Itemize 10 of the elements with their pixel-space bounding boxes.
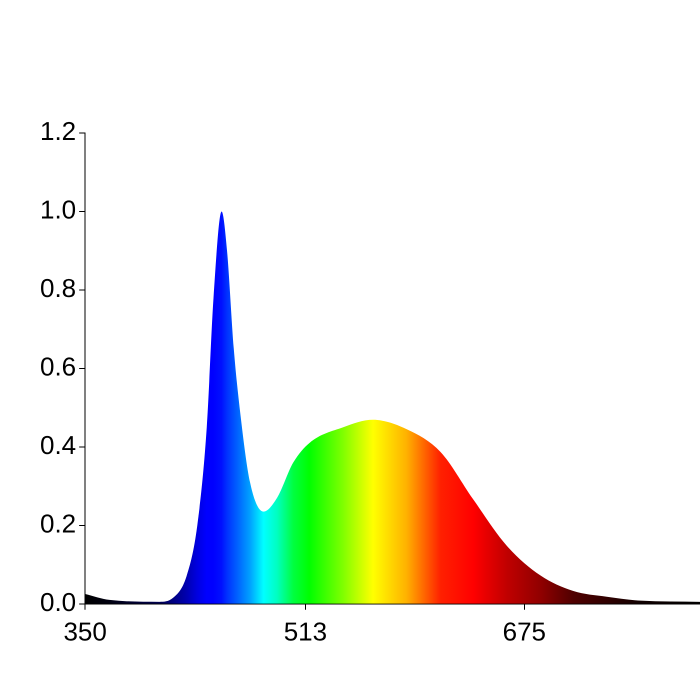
y-tick-label: 0.6	[40, 352, 76, 382]
y-tick-label: 0.0	[40, 586, 76, 617]
x-tick-label: 513	[284, 616, 328, 647]
x-tick-label: 675	[502, 616, 546, 647]
y-tick-label: 0.8	[40, 273, 76, 304]
y-tick-label: 1.2	[40, 116, 76, 146]
y-tick-label: 1.0	[40, 194, 76, 225]
y-tick-label: 0.4	[40, 430, 76, 460]
x-tick-label: 350	[63, 616, 107, 647]
y-tick-label: 0.2	[40, 508, 76, 539]
